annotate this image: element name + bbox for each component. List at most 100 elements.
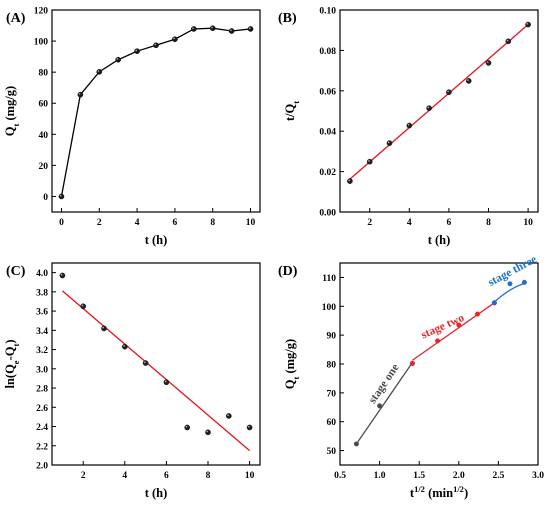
data-point-highlight bbox=[526, 22, 529, 25]
panel-label: (B) bbox=[278, 11, 297, 26]
x-axis-title: t (h) bbox=[145, 486, 168, 500]
panel-2: (B) 2 4 6 8 10 0.00 0.02 0.04 0.06 0.08 0.10 t (h) t/… bbox=[278, 7, 539, 247]
y-tick-label: 2.4 bbox=[36, 423, 48, 433]
data-point bbox=[409, 360, 415, 366]
data-point bbox=[386, 140, 393, 146]
data-line bbox=[60, 27, 251, 197]
data-point-highlight bbox=[59, 194, 62, 197]
x-axis-title: t (h) bbox=[428, 233, 451, 247]
y-tick-label: 3.8 bbox=[36, 288, 48, 298]
y-tick-label: 0.06 bbox=[319, 87, 336, 97]
data-point bbox=[122, 343, 128, 350]
data-point bbox=[366, 158, 373, 165]
data-point bbox=[205, 429, 211, 436]
y-tick-label: 2.2 bbox=[36, 442, 48, 452]
y-tick-label: 120 bbox=[34, 7, 49, 17]
fit-line bbox=[61, 290, 251, 452]
x-tick-label: 8 bbox=[486, 218, 491, 228]
panel-label: (A) bbox=[6, 11, 26, 26]
x-tick-label: 3.0 bbox=[532, 471, 544, 481]
data-point bbox=[115, 56, 121, 63]
data-point bbox=[474, 311, 480, 317]
plot-frame bbox=[51, 9, 261, 213]
fit-line bbox=[412, 302, 495, 361]
y-tick-label: 0.10 bbox=[319, 7, 336, 17]
data-point-highlight bbox=[81, 304, 84, 307]
data-point bbox=[228, 28, 235, 34]
data-point bbox=[485, 60, 492, 66]
y-tick-label: 0 bbox=[43, 193, 48, 203]
x-axis-title: t (h) bbox=[145, 233, 168, 247]
y-axis-title: Qt (mg/g) bbox=[283, 339, 301, 389]
data-point bbox=[163, 379, 170, 386]
x-tick-label: 10 bbox=[246, 218, 256, 228]
data-point bbox=[59, 272, 66, 279]
data-point bbox=[153, 42, 159, 49]
x-tick-label: 6 bbox=[447, 218, 452, 228]
stage-label: stage one bbox=[367, 362, 402, 406]
y-tick-label: 2.0 bbox=[36, 462, 48, 472]
x-tick-label: 0 bbox=[59, 218, 64, 228]
data-point-highlight bbox=[123, 345, 125, 347]
y-tick-label: 3.0 bbox=[36, 365, 48, 375]
data-point bbox=[435, 338, 441, 344]
data-point-highlight bbox=[116, 58, 119, 60]
x-tick-label: 2 bbox=[367, 218, 372, 228]
data-point-highlight bbox=[173, 37, 175, 40]
y-tick-label: 60 bbox=[39, 100, 49, 110]
data-point bbox=[58, 193, 65, 200]
data-point bbox=[247, 26, 254, 32]
panel-label: (C) bbox=[6, 264, 26, 279]
data-point-highlight bbox=[230, 29, 232, 31]
data-point bbox=[101, 325, 107, 332]
data-point-highlight bbox=[211, 26, 213, 29]
y-tick-label: 80 bbox=[39, 69, 49, 79]
y-tick-label: 40 bbox=[39, 131, 49, 141]
data-point bbox=[446, 89, 452, 96]
data-point bbox=[246, 424, 253, 431]
fit-line bbox=[349, 24, 529, 180]
data-point-highlight bbox=[60, 273, 63, 276]
y-tick-label: 0.08 bbox=[319, 47, 336, 57]
data-point-highlight bbox=[248, 27, 251, 29]
data-point bbox=[426, 105, 432, 111]
x-tick-label: 4 bbox=[407, 218, 412, 228]
data-point-highlight bbox=[144, 361, 146, 364]
x-tick-label: 10 bbox=[523, 218, 533, 228]
data-point-highlight bbox=[135, 49, 138, 52]
data-point bbox=[142, 360, 149, 366]
data-point bbox=[456, 322, 462, 328]
data-point-highlight bbox=[185, 425, 188, 428]
data-point-highlight bbox=[154, 43, 156, 46]
y-tick-label: 3.4 bbox=[36, 327, 48, 337]
data-point-highlight bbox=[102, 326, 104, 329]
data-point bbox=[353, 441, 359, 447]
data-point-highlight bbox=[348, 179, 350, 182]
data-point-highlight bbox=[467, 79, 469, 81]
data-point bbox=[377, 403, 383, 409]
panel-label: (D) bbox=[278, 264, 298, 279]
data-point-highlight bbox=[206, 430, 208, 433]
x-tick-label: 2.5 bbox=[492, 471, 504, 481]
y-tick-label: 2.8 bbox=[36, 385, 48, 395]
data-point-highlight bbox=[227, 414, 229, 416]
data-point bbox=[465, 78, 472, 84]
data-point bbox=[209, 25, 216, 31]
panel-3: (C) 2 4 6 8 10 2.0 2.2 2.4 2.6 2.8 3.0 3.2 3.4 3.6 3.8 4… bbox=[3, 262, 261, 500]
fit-line bbox=[493, 282, 525, 303]
y-tick-label: 3.2 bbox=[36, 346, 48, 356]
data-point-highlight bbox=[407, 123, 410, 126]
x-tick-label: 4 bbox=[135, 218, 140, 228]
panel-4: (D) 0.5 1.0 1.5 2.0 2.5 3.0 50 60 70 80 90 100 110 t1/… bbox=[278, 253, 544, 500]
x-tick-label: 0.5 bbox=[334, 471, 346, 481]
data-point-highlight bbox=[387, 141, 390, 144]
y-tick-label: 80 bbox=[327, 361, 337, 371]
x-tick-label: 6 bbox=[173, 218, 178, 228]
x-axis-title: t1/2 (min1/2) bbox=[410, 484, 468, 500]
data-point bbox=[172, 36, 178, 43]
data-point-highlight bbox=[486, 61, 489, 63]
data-point bbox=[406, 122, 413, 129]
data-point-highlight bbox=[192, 27, 194, 29]
data-point bbox=[96, 69, 103, 75]
